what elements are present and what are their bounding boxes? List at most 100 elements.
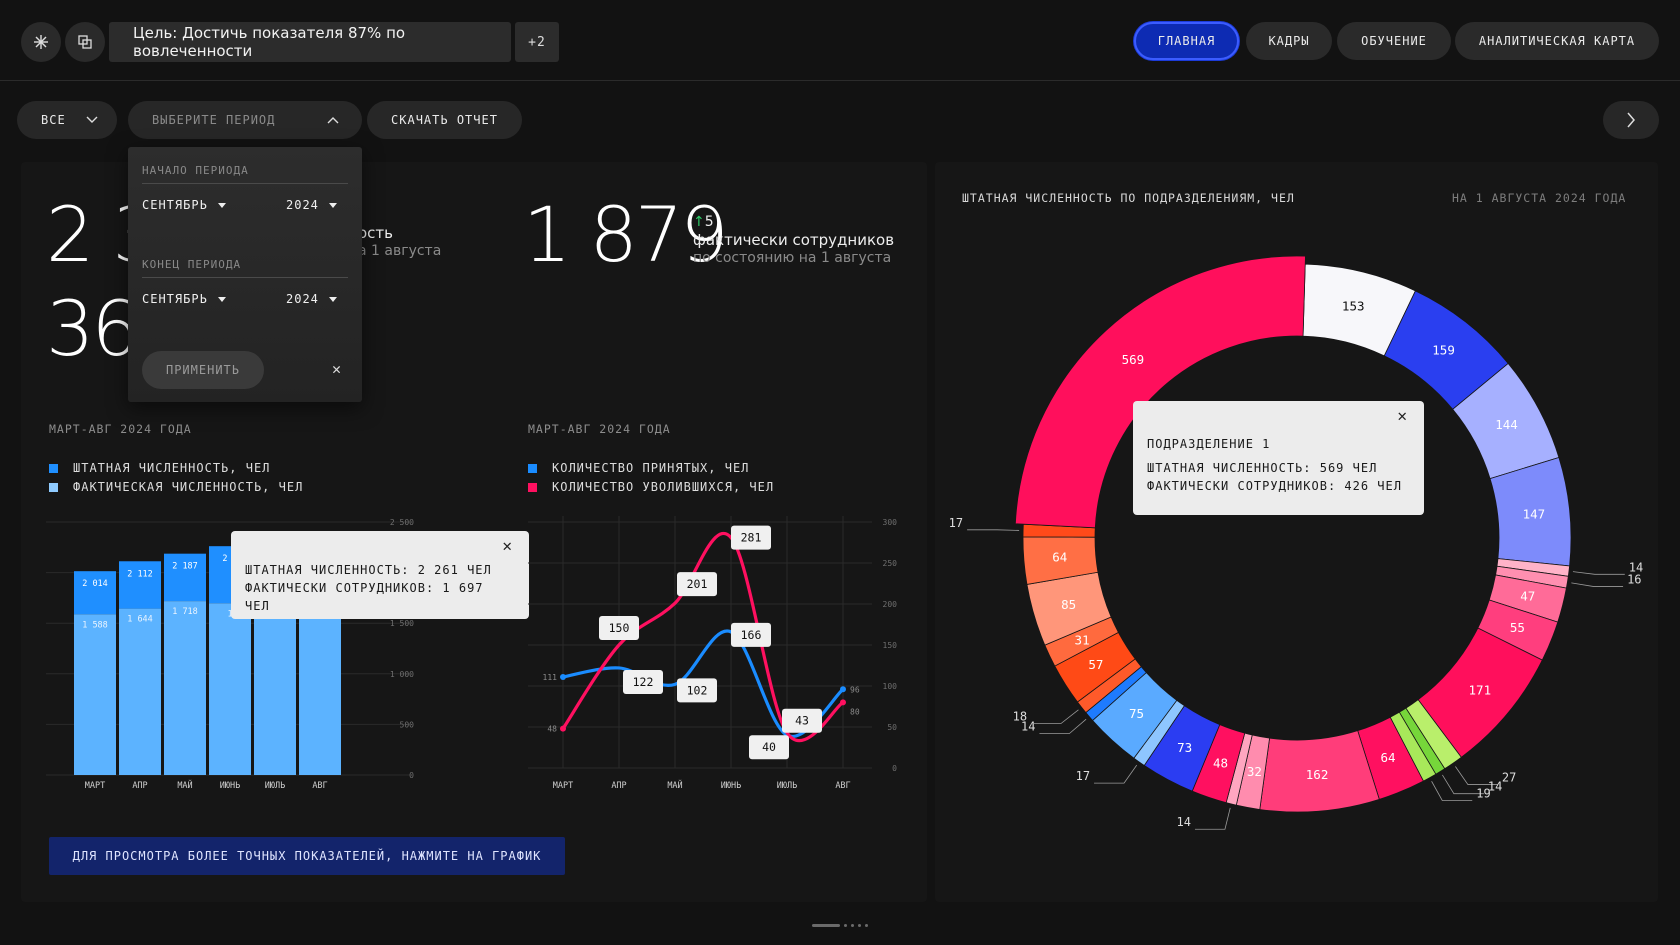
- apply-button[interactable]: ПРИМЕНИТЬ: [142, 351, 264, 389]
- page-indicator-dot[interactable]: [844, 924, 847, 927]
- donut-tooltip-title: ПОДРАЗДЕЛЕНИЕ 1: [1147, 437, 1271, 451]
- department-donut-chart[interactable]: 1531591441471416475517127141964162321448…: [935, 240, 1658, 860]
- donut-slice-label: 57: [1088, 657, 1103, 672]
- donut-outer-label: 14: [1629, 560, 1643, 574]
- line-point: [840, 699, 846, 706]
- top-bar: Цель: Достичь показателя 87% по вовлечен…: [0, 0, 1680, 81]
- donut-tooltip: ПОДРАЗДЕЛЕНИЕ 1 ШТАТНАЯ ЧИСЛЕННОСТЬ: 569…: [1133, 401, 1424, 515]
- hires-terminations-line-chart[interactable]: 0 50 100 150 200 250 300 МАРТ АПР МАЙ ИЮНЬ ИЮЛЬ АВГ 1…: [520, 510, 905, 795]
- bar-staff: [119, 561, 161, 609]
- copy-icon-button[interactable]: [65, 22, 105, 62]
- caret-down-icon: [217, 296, 226, 302]
- value-callout: [782, 708, 822, 733]
- hint-banner: ДЛЯ ПРОСМОТРА БОЛЕЕ ТОЧНЫХ ПОКАЗАТЕЛЕЙ, …: [49, 837, 565, 875]
- donut-slice: [1014, 255, 1306, 529]
- page-indicator-dot[interactable]: [851, 924, 854, 927]
- y-tick-label: 2 500: [390, 518, 414, 527]
- donut-slice-label: 569: [1122, 352, 1145, 367]
- value-callout: [677, 572, 717, 597]
- bar-actual: [164, 601, 206, 775]
- leader-line: [1194, 807, 1231, 830]
- value-callout-label: 150: [609, 621, 630, 635]
- line-fired: [561, 532, 845, 743]
- line-legend-hired: КОЛИЧЕСТВО ПРИНЯТЫХ, ЧЕЛ: [528, 461, 749, 475]
- bar-actual-label: 1 588: [82, 620, 108, 630]
- donut-slice-label: 147: [1523, 507, 1546, 522]
- page-indicator-dot[interactable]: [858, 924, 861, 927]
- y-tick-label: 200: [883, 600, 898, 609]
- close-icon[interactable]: ✕: [1397, 406, 1408, 425]
- donut-outer-label: 14: [1176, 815, 1190, 829]
- y-tick-label: 100: [883, 682, 898, 691]
- goal-chip[interactable]: Цель: Достичь показателя 87% по вовлечен…: [109, 22, 511, 62]
- period-select[interactable]: ВЫБЕРИТЕ ПЕРИОД: [128, 101, 362, 139]
- donut-tooltip-line1: ШТАТНАЯ ЧИСЛЕННОСТЬ: 569 ЧЕЛ: [1147, 461, 1378, 475]
- bar-chart-tooltip: ШТАТНАЯ ЧИСЛЕННОСТЬ: 2 261 ЧЕЛ ФАКТИЧЕСК…: [231, 531, 529, 619]
- donut-title: ШТАТНАЯ ЧИСЛЕННОСТЬ ПО ПОДРАЗДЕЛЕНИЯМ, Ч…: [962, 191, 1295, 205]
- page-indicator-dot[interactable]: [865, 924, 868, 927]
- nav-tab-staff[interactable]: КАДРЫ: [1246, 22, 1332, 60]
- copy-icon: [78, 35, 92, 49]
- value-callout-label: 201: [687, 577, 708, 591]
- value-callout-label: 122: [633, 675, 654, 689]
- bar-actual: [254, 608, 296, 775]
- start-month-value: СЕНТЯБРЬ: [142, 198, 208, 212]
- next-page-button[interactable]: [1603, 101, 1659, 139]
- filter-all-select[interactable]: ВСЕ: [17, 101, 117, 139]
- asterisk-icon-button[interactable]: [21, 22, 61, 62]
- line-point: [560, 725, 566, 732]
- donut-tooltip-line2: ФАКТИЧЕСКИ СОТРУДНИКОВ: 426 ЧЕЛ: [1147, 479, 1402, 493]
- x-tick-label: МАЙ: [177, 779, 192, 791]
- y-tick-label: 50: [887, 723, 897, 732]
- donut-slice-label: 144: [1495, 417, 1518, 432]
- bar-staff-label: 2 014: [82, 579, 108, 589]
- download-report-button[interactable]: СКАЧАТЬ ОТЧЕТ: [367, 101, 522, 139]
- chevron-right-icon: [1627, 112, 1635, 128]
- end-month-value: СЕНТЯБРЬ: [142, 292, 208, 306]
- x-tick-label: АПР: [132, 781, 147, 791]
- close-icon[interactable]: ✕: [502, 536, 513, 555]
- donut-outer-label: 17: [949, 516, 963, 530]
- leader-line: [1455, 766, 1498, 785]
- nav-tab-training[interactable]: ОБУЧЕНИЕ: [1337, 22, 1451, 60]
- divider: [142, 183, 348, 184]
- line-legend-fired: КОЛИЧЕСТВО УВОЛИВШИХСЯ, ЧЕЛ: [528, 480, 774, 494]
- legend-swatch: [49, 463, 58, 473]
- nav-tab-analytics-map[interactable]: АНАЛИТИЧЕСКАЯ КАРТА: [1455, 22, 1659, 60]
- bar-tooltip-line1: ШТАТНАЯ ЧИСЛЕННОСТЬ: 2 261 ЧЕЛ: [245, 563, 492, 577]
- donut-slice-label: 64: [1052, 550, 1067, 565]
- end-year-select[interactable]: 2024: [286, 292, 337, 306]
- leader-line: [1431, 781, 1473, 801]
- legend-swatch: [528, 463, 537, 473]
- donut-slice-label: 153: [1342, 299, 1365, 314]
- nav-tab-main[interactable]: ГЛАВНАЯ: [1134, 22, 1239, 60]
- arrow-up-icon: ↑: [693, 214, 705, 230]
- page-indicator-active: [812, 924, 840, 927]
- end-month-select[interactable]: СЕНТЯБРЬ: [142, 292, 226, 306]
- x-tick-label: МАРТ: [553, 781, 573, 791]
- bar-legend-actual: ФАКТИЧЕСКАЯ ЧИСЛЕННОСТЬ, ЧЕЛ: [49, 480, 303, 494]
- x-tick-label: ИЮНЬ: [721, 781, 741, 791]
- close-icon[interactable]: ✕: [332, 360, 343, 378]
- bar-legend-staff-label: ШТАТНАЯ ЧИСЛЕННОСТЬ, ЧЕЛ: [73, 461, 271, 475]
- more-goals-chip[interactable]: +2: [515, 22, 559, 62]
- bar-staff-label: 2 112: [127, 569, 153, 579]
- donut-slice-label: 162: [1306, 767, 1329, 782]
- endpoint-label: 111: [543, 673, 558, 682]
- donut-outer-label: 16: [1627, 572, 1641, 586]
- donut-slice-label: 73: [1177, 740, 1192, 755]
- chevron-up-icon: [327, 117, 339, 124]
- donut-slice-label: 32: [1247, 764, 1262, 779]
- start-month-select[interactable]: СЕНТЯБРЬ: [142, 198, 226, 212]
- start-year-select[interactable]: 2024: [286, 198, 337, 212]
- leader-line: [1442, 774, 1484, 795]
- caret-down-icon: [217, 202, 226, 208]
- leader-line: [1571, 582, 1624, 587]
- donut-outer-label: 14: [1488, 780, 1502, 794]
- value-callout: [731, 525, 771, 550]
- leader-line: [1031, 709, 1079, 724]
- leader-line: [967, 529, 1020, 531]
- period-dropdown: НАЧАЛО ПЕРИОДА СЕНТЯБРЬ 2024 КОНЕЦ ПЕРИО…: [128, 147, 362, 402]
- y-tick-label: 150: [883, 641, 898, 650]
